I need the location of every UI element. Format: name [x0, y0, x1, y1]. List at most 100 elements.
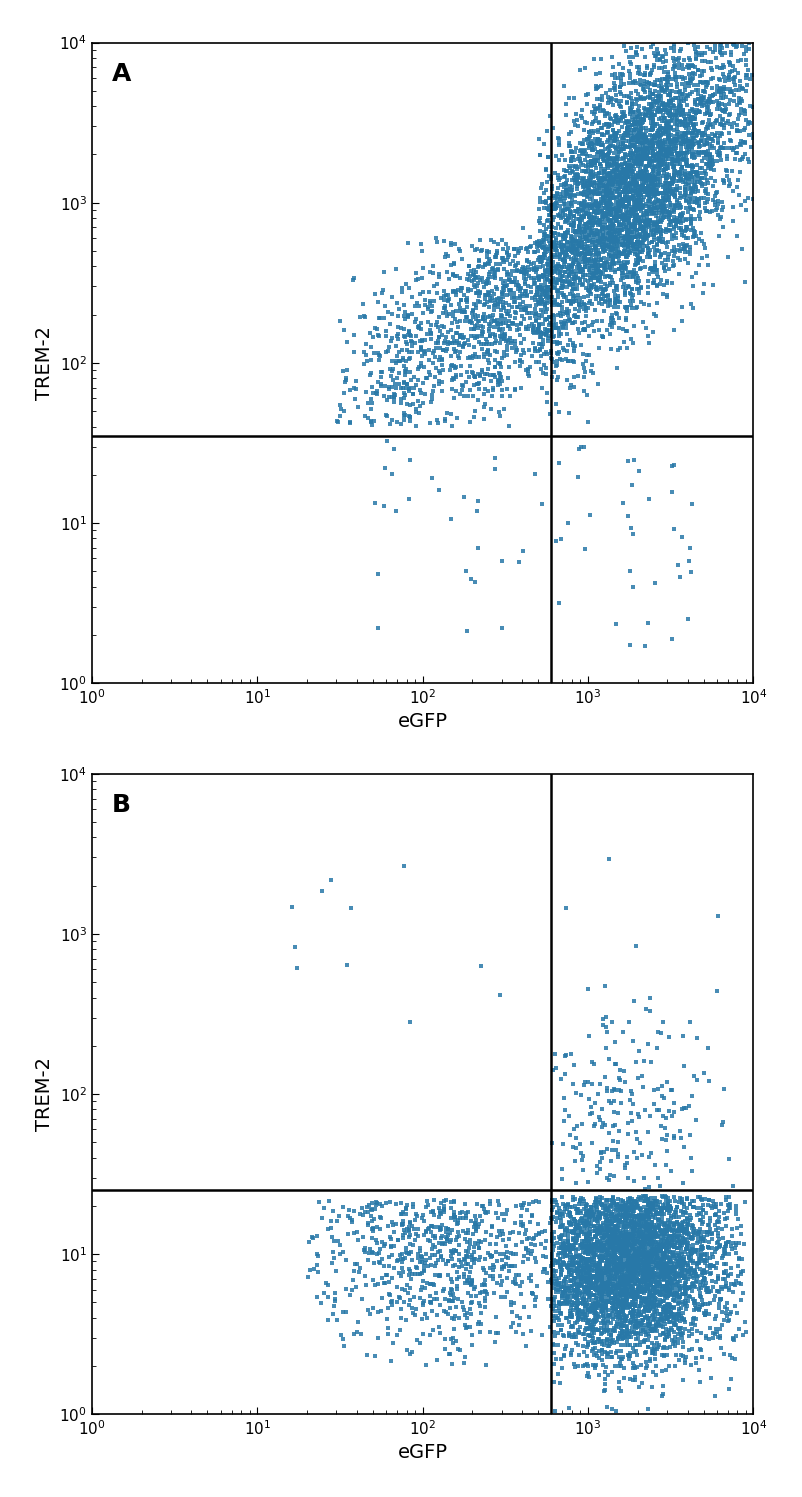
Point [556, 1213, 569, 1237]
Point [606, 1250, 619, 1274]
Point [500, 1240, 513, 1263]
Point [595, 1292, 608, 1316]
Point [562, 1193, 575, 1217]
Point [602, 1310, 615, 1334]
Point [675, 1326, 688, 1350]
Point [598, 1284, 611, 1308]
Point [565, 260, 577, 284]
Point [419, 367, 432, 391]
Point [623, 1195, 636, 1219]
Point [664, 1225, 677, 1248]
Point [622, 154, 634, 178]
Point [553, 340, 565, 364]
Point [602, 1210, 615, 1234]
Point [622, 207, 635, 231]
Point [577, 317, 590, 341]
Point [589, 190, 602, 214]
Point [645, 1317, 658, 1341]
Point [652, 1232, 665, 1256]
Point [483, 332, 496, 356]
Point [585, 262, 598, 286]
Point [582, 210, 595, 234]
Point [643, 1250, 656, 1274]
Point [715, 91, 728, 115]
Point [684, 1259, 697, 1283]
Point [626, 1202, 639, 1226]
Point [642, 293, 655, 317]
Point [656, 199, 669, 223]
Point [579, 217, 592, 241]
Point [593, 1205, 606, 1229]
Point [718, 1251, 731, 1275]
Point [412, 368, 425, 392]
Point [672, 1244, 685, 1268]
Point [654, 136, 667, 160]
Point [636, 220, 649, 244]
Point [678, 1272, 691, 1296]
Point [638, 1287, 650, 1311]
Point [622, 1256, 635, 1280]
Point [608, 225, 621, 249]
Point [424, 1290, 437, 1314]
Point [699, 81, 711, 105]
Point [433, 1196, 446, 1220]
Point [582, 229, 595, 253]
Point [606, 311, 619, 335]
Point [617, 159, 630, 183]
Point [552, 211, 565, 235]
Point [691, 192, 703, 216]
Point [561, 301, 573, 325]
Point [475, 332, 488, 356]
Point [611, 156, 624, 180]
Point [687, 216, 699, 240]
Point [581, 1213, 594, 1237]
Point [666, 454, 678, 478]
Point [569, 334, 581, 358]
Point [683, 1204, 696, 1228]
Point [618, 135, 631, 159]
Point [650, 178, 663, 202]
Point [483, 1192, 496, 1216]
Point [624, 214, 637, 238]
Point [616, 1320, 629, 1344]
Point [556, 290, 569, 314]
Point [565, 1205, 577, 1229]
Point [569, 1283, 581, 1307]
Point [488, 293, 501, 317]
Point [597, 162, 610, 186]
Point [403, 394, 416, 418]
Point [623, 1187, 636, 1211]
Point [691, 34, 704, 58]
Point [646, 1240, 658, 1263]
Point [440, 401, 453, 425]
Point [601, 1271, 614, 1295]
Point [651, 129, 664, 153]
Point [595, 1278, 608, 1302]
Point [602, 1232, 615, 1256]
Point [699, 180, 711, 204]
Point [598, 1228, 611, 1251]
Point [549, 222, 561, 246]
Point [634, 213, 646, 237]
Point [617, 256, 630, 280]
Point [596, 187, 609, 211]
Point [597, 1316, 610, 1340]
Point [614, 1332, 627, 1356]
Point [597, 1311, 610, 1335]
Point [671, 1213, 684, 1237]
Point [607, 216, 620, 240]
Point [585, 1340, 598, 1364]
Point [653, 1256, 666, 1280]
Point [662, 93, 675, 117]
Point [681, 129, 694, 153]
Point [557, 205, 569, 229]
Point [634, 1243, 647, 1266]
Point [484, 289, 497, 313]
Point [559, 1292, 572, 1316]
Point [560, 1286, 573, 1310]
Point [622, 1205, 635, 1229]
Point [565, 310, 578, 334]
Point [706, 1237, 719, 1260]
Point [439, 1187, 452, 1211]
Point [687, 1305, 700, 1329]
